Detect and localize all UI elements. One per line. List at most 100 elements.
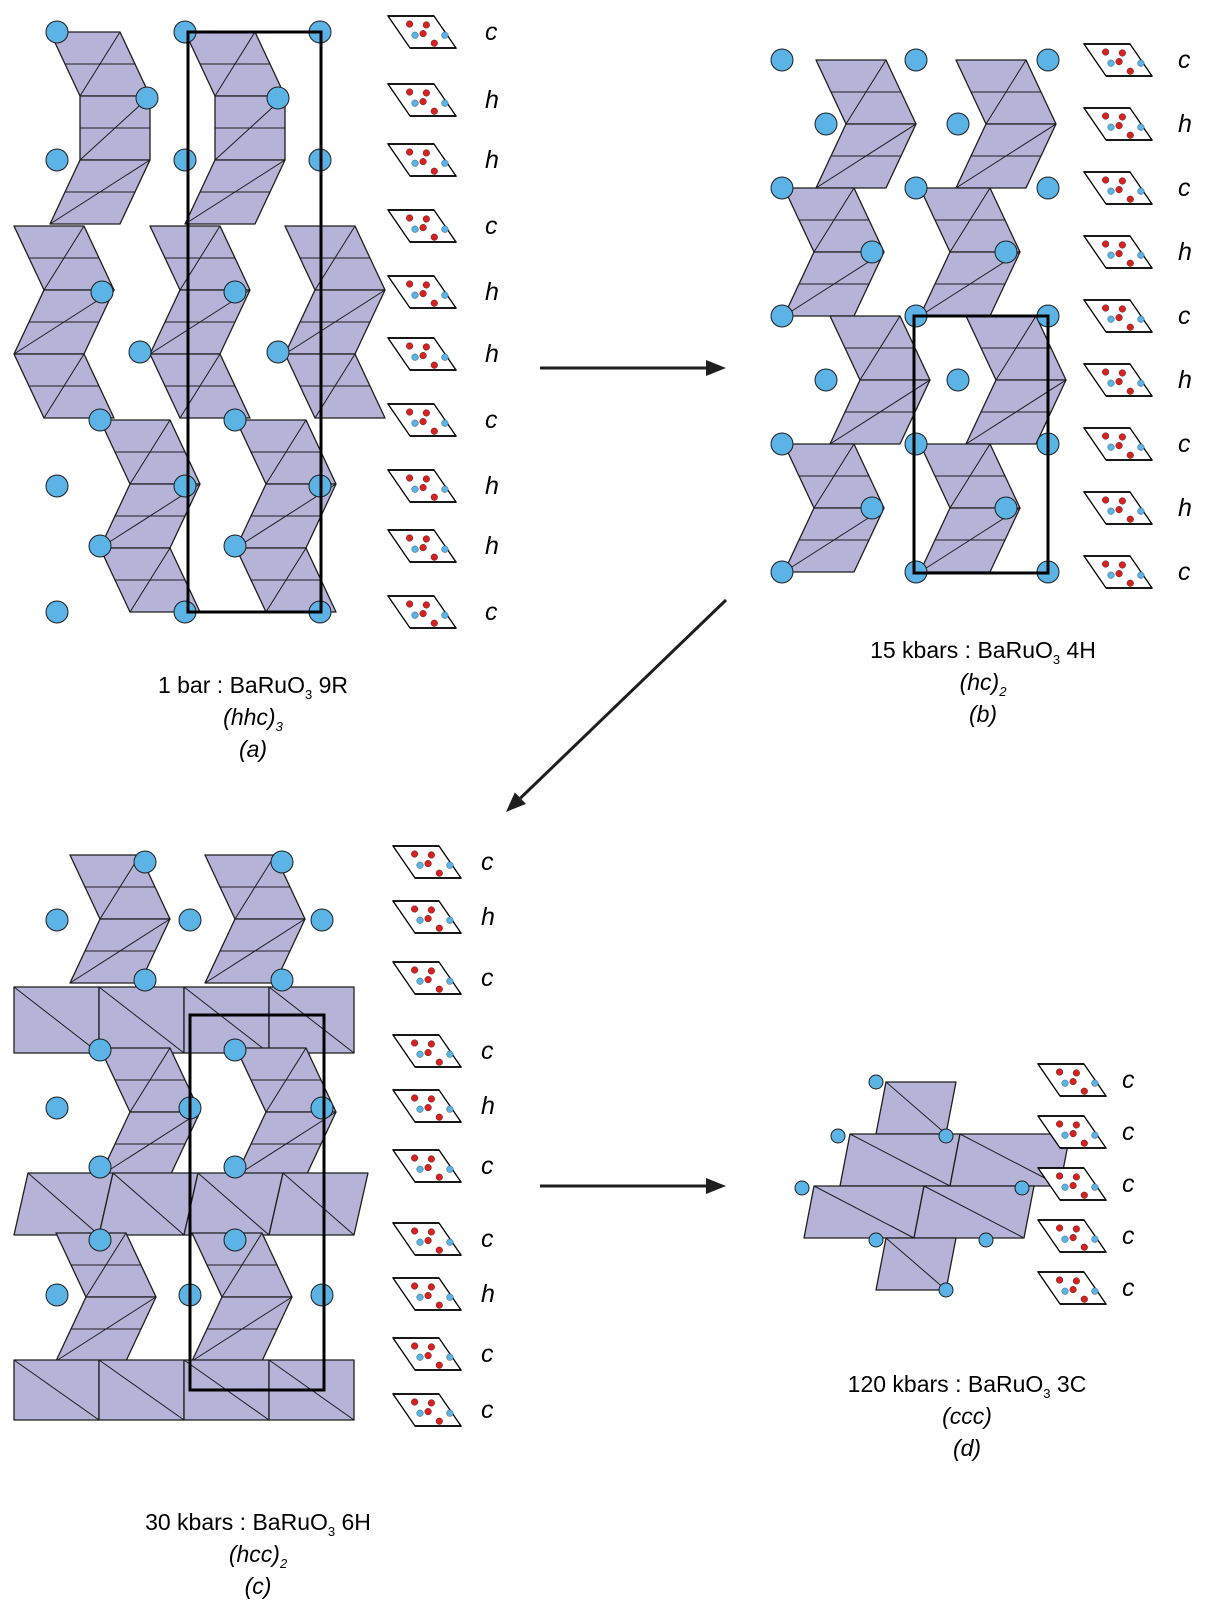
ba-atom xyxy=(978,1232,994,1248)
oxygen-dot xyxy=(1115,58,1123,66)
arrow-b-to-c-head xyxy=(506,792,526,812)
octahedron-c-edge xyxy=(13,986,100,1054)
oxygen-dot xyxy=(424,1164,432,1172)
ba-dot xyxy=(411,291,419,299)
octahedron-c-edge xyxy=(268,986,355,1054)
arrow-c-to-d-head xyxy=(706,1178,726,1194)
stacking-letter: c xyxy=(481,848,494,876)
ba-atom xyxy=(904,176,928,200)
ba-dot xyxy=(441,353,449,361)
stacking-letter: c xyxy=(485,406,498,434)
ba-atom xyxy=(938,1128,954,1144)
stacking-letter: c xyxy=(1178,174,1191,202)
ba-atom xyxy=(45,1096,69,1120)
unit-cells-layer xyxy=(186,30,1050,1392)
ba-atom xyxy=(135,86,159,110)
oxygen-dot xyxy=(430,107,438,115)
ba-atom xyxy=(45,1283,69,1307)
oxygen-dot xyxy=(406,20,414,28)
oxygen-dot xyxy=(1102,112,1110,120)
ba-atom xyxy=(904,432,928,456)
stacking-letter: c xyxy=(481,964,494,992)
ba-dot xyxy=(416,916,424,924)
ba-atom xyxy=(223,1228,247,1252)
ba-atom xyxy=(1036,176,1060,200)
oxygen-dot xyxy=(1118,177,1126,185)
stacking-letter: h xyxy=(485,278,499,306)
ba-atom xyxy=(266,86,290,110)
arrow-a-to-b-head xyxy=(706,360,726,376)
stacking-letter: c xyxy=(1122,1222,1135,1250)
ba-atom xyxy=(946,112,970,136)
unit-cell-a xyxy=(186,30,323,614)
octahedron-d-edge xyxy=(885,1081,947,1135)
caption-b-title: 15 kbars : BaRuO3 4H xyxy=(870,637,1096,667)
oxygen-dot xyxy=(430,233,438,241)
ba-dot xyxy=(416,1238,424,1246)
stacking-letter: c xyxy=(1122,1118,1135,1146)
ba-atom xyxy=(88,1038,112,1062)
stacking-letter: h xyxy=(485,472,499,500)
ba-dot xyxy=(416,977,424,985)
oxygen-dot xyxy=(1126,451,1134,459)
arrow-b-to-c xyxy=(519,598,728,800)
arrows-layer xyxy=(506,360,728,1194)
oxygen-dot xyxy=(422,601,430,609)
ba-atom xyxy=(178,908,202,932)
ba-dot xyxy=(411,99,419,107)
stacking-letter: c xyxy=(1122,1274,1135,1302)
oxygen-dot xyxy=(411,1094,419,1102)
ba-atom xyxy=(266,340,290,364)
ba-dot xyxy=(416,1165,424,1173)
oxygen-dot xyxy=(411,966,419,974)
ba-atom xyxy=(45,148,69,172)
oxygen-dot xyxy=(411,1039,419,1047)
oxygen-dot xyxy=(422,281,430,289)
oxygen-dot xyxy=(422,535,430,543)
ba-dot xyxy=(1091,1131,1099,1139)
ba-atom xyxy=(88,408,112,432)
oxygen-dot xyxy=(419,98,427,106)
oxygen-dot xyxy=(1056,1224,1064,1232)
ba-dot xyxy=(446,1050,454,1058)
ba-atom xyxy=(45,908,69,932)
ba-dot xyxy=(441,611,449,619)
stacking-letter: c xyxy=(1122,1066,1135,1094)
oxygen-dot xyxy=(427,967,435,975)
stacking-letter: c xyxy=(481,1225,494,1253)
ba-dot xyxy=(416,1293,424,1301)
ba-atom xyxy=(45,474,69,498)
caption-a-sequence: (hhc)3 xyxy=(223,704,283,734)
ba-atom xyxy=(946,368,970,392)
oxygen-dot xyxy=(1118,305,1126,313)
ba-atom xyxy=(223,280,247,304)
ba-atom xyxy=(310,908,334,932)
oxygen-dot xyxy=(1102,48,1110,56)
ba-dot xyxy=(416,1050,424,1058)
caption-c-title: 30 kbars : BaRuO3 6H xyxy=(145,1509,371,1539)
oxygen-dot xyxy=(1102,176,1110,184)
oxygen-dot xyxy=(435,924,443,932)
ba-dot xyxy=(441,485,449,493)
oxygen-dot xyxy=(411,1154,419,1162)
octahedron-c-edge xyxy=(197,1172,270,1236)
ba-dot xyxy=(1137,571,1145,579)
oxygen-dot xyxy=(427,1228,435,1236)
ba-dot xyxy=(446,861,454,869)
oxygen-dot xyxy=(430,427,438,435)
oxygen-dot xyxy=(1115,186,1123,194)
stacking-letter: c xyxy=(481,1396,494,1424)
ba-dot xyxy=(1137,59,1145,67)
stacking-letter: h xyxy=(485,86,499,114)
oxygen-dot xyxy=(1102,496,1110,504)
ba-dot xyxy=(411,611,419,619)
stacking-letter: c xyxy=(485,598,498,626)
oxygen-dot xyxy=(1126,67,1134,75)
oxygen-dot xyxy=(1072,1173,1080,1181)
ba-atom xyxy=(1036,48,1060,72)
ba-atom xyxy=(860,496,884,520)
ba-atom xyxy=(133,850,157,874)
caption-b-sequence: (hc)2 xyxy=(960,669,1008,699)
